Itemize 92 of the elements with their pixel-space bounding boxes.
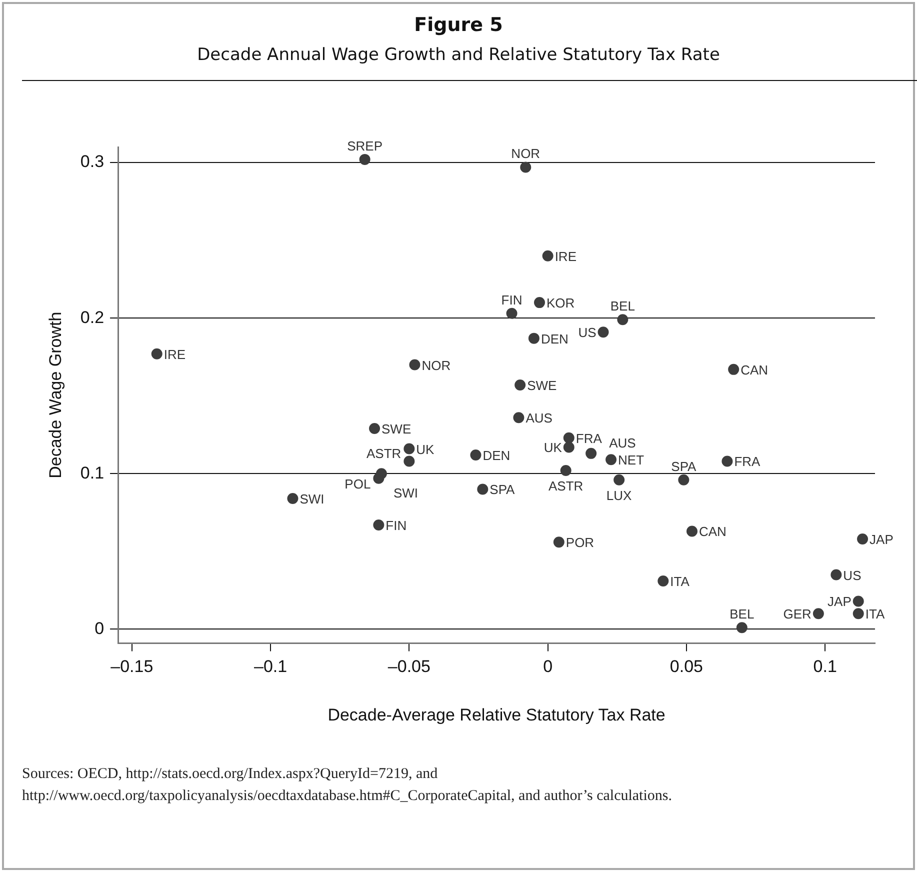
annotation: BEL bbox=[610, 298, 635, 314]
annotation: ASTR bbox=[548, 478, 584, 494]
point bbox=[736, 622, 748, 634]
point bbox=[678, 474, 690, 486]
annotation: FIN bbox=[386, 518, 407, 533]
point bbox=[560, 465, 572, 476]
annotation: DEN bbox=[540, 331, 568, 346]
annotation: FRA bbox=[734, 454, 761, 470]
point bbox=[470, 449, 482, 460]
y-tick-label: 0.3 bbox=[80, 152, 104, 172]
annotation: GER bbox=[783, 606, 812, 622]
point bbox=[151, 348, 162, 360]
point bbox=[477, 484, 488, 495]
point bbox=[857, 533, 868, 544]
point bbox=[369, 423, 380, 434]
annotation: SREP bbox=[347, 138, 383, 154]
point bbox=[686, 526, 698, 537]
x-axis-title: Decade-Average Relative Statutory Tax Rate bbox=[328, 705, 666, 724]
point bbox=[359, 154, 370, 165]
point bbox=[514, 379, 526, 390]
annotation: NET bbox=[618, 452, 644, 468]
point bbox=[728, 364, 740, 375]
annotation: AUS bbox=[609, 435, 636, 450]
point bbox=[563, 432, 574, 444]
point bbox=[542, 250, 554, 262]
annotation: US bbox=[843, 568, 862, 583]
point bbox=[658, 575, 669, 586]
source-note: Sources: OECD, http://stats.oecd.org/Index.aspx?QueryId=7219, and http://www.oecd.org/taxpolicyanalysis/oecdtaxdatabase.htm#C_CorporateCapital, and author’s calculations. bbox=[22, 765, 673, 806]
chart-subtitle: Decade Annual Wage Growth and Relative Statutory Tax Rate bbox=[196, 45, 721, 65]
annotation: CAN bbox=[698, 524, 726, 540]
point bbox=[852, 608, 864, 620]
point bbox=[513, 412, 524, 424]
annotation: ITA bbox=[865, 606, 885, 622]
x-tick-label: 0.1 bbox=[813, 657, 837, 676]
annotation: SWI bbox=[393, 486, 418, 501]
y-tick-label: 0.2 bbox=[80, 308, 104, 327]
annotation: ITA bbox=[670, 574, 690, 589]
x-tick-label: –0.1 bbox=[254, 657, 288, 676]
annotation: SPA bbox=[490, 482, 516, 498]
point bbox=[606, 454, 617, 466]
y-axis-title: Decade Wage Growth bbox=[46, 312, 65, 478]
annotation: US bbox=[578, 325, 597, 340]
point bbox=[373, 472, 384, 484]
annotation: BEL bbox=[730, 606, 754, 622]
point bbox=[830, 569, 842, 580]
point bbox=[404, 443, 415, 454]
point bbox=[287, 493, 298, 504]
x-tick-label: 0.05 bbox=[670, 657, 703, 676]
chart-title: Figure 5 bbox=[413, 14, 504, 36]
annotation: SWE bbox=[527, 378, 558, 393]
x-tick-label: 0 bbox=[543, 657, 553, 676]
annotation: SWI bbox=[300, 492, 324, 507]
annotation: KOR bbox=[546, 296, 575, 311]
annotation: JAP bbox=[870, 532, 894, 547]
annotation: NOR bbox=[422, 358, 451, 373]
annotation: IRE bbox=[554, 248, 577, 264]
point bbox=[553, 536, 564, 548]
annotation: DEN bbox=[482, 448, 510, 463]
point bbox=[506, 308, 518, 319]
annotation: ASTR bbox=[366, 446, 402, 462]
point bbox=[812, 608, 824, 620]
annotation: POL bbox=[344, 476, 371, 492]
annotation: UK bbox=[544, 440, 562, 456]
annotation: SPA bbox=[671, 458, 697, 474]
point bbox=[617, 314, 628, 326]
x-tick-label: –0.15 bbox=[110, 657, 154, 676]
annotation: FRA bbox=[576, 430, 602, 446]
y-tick-label: 0.1 bbox=[80, 463, 104, 482]
point bbox=[520, 162, 532, 173]
point bbox=[586, 448, 597, 459]
x-tick-label: –0.05 bbox=[388, 657, 430, 676]
annotation: AUS bbox=[526, 410, 553, 426]
point bbox=[614, 474, 625, 486]
point bbox=[722, 456, 733, 467]
point bbox=[404, 456, 415, 467]
point bbox=[534, 297, 545, 308]
point bbox=[528, 332, 540, 344]
annotation: POR bbox=[566, 535, 594, 550]
annotation: FIN bbox=[501, 292, 522, 308]
annotation: JAP bbox=[828, 594, 852, 610]
point bbox=[563, 442, 574, 453]
annotation: CAN bbox=[740, 362, 768, 378]
annotation: IRE bbox=[164, 346, 186, 362]
point bbox=[409, 359, 420, 370]
annotation: LUX bbox=[606, 488, 632, 503]
point bbox=[373, 519, 384, 530]
annotation: UK bbox=[416, 442, 435, 457]
annotation: NOR bbox=[511, 146, 540, 162]
annotation: SWE bbox=[382, 422, 412, 437]
point bbox=[852, 596, 864, 607]
point bbox=[598, 326, 609, 338]
y-tick-label: 0 bbox=[94, 618, 104, 638]
